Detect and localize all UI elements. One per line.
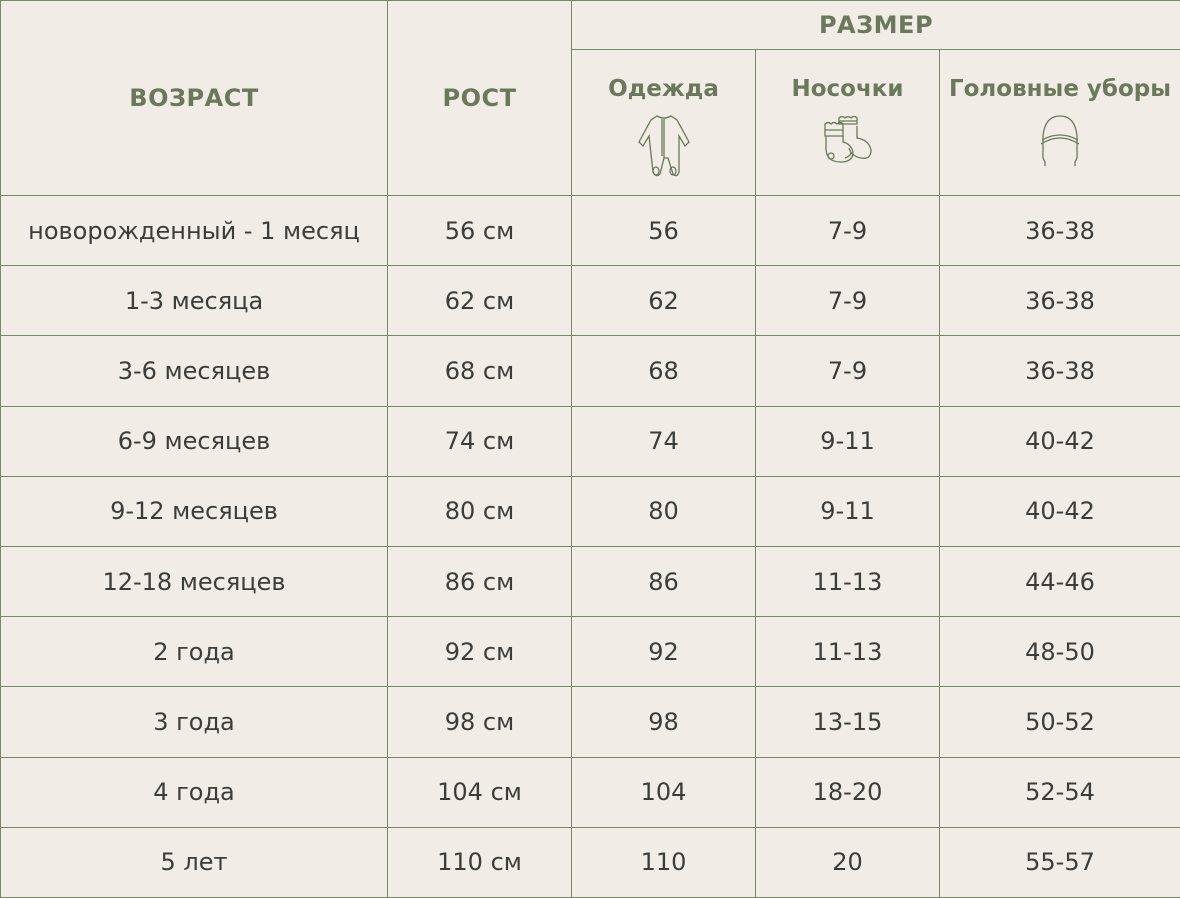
cell-age: 6-9 месяцев (0, 405, 388, 477)
cell-height: 104 см (387, 756, 572, 828)
cell-age: 12-18 месяцев (0, 545, 388, 618)
cell-age: 3-6 месяцев (0, 335, 388, 407)
cell-hat-size: 36-38 (938, 194, 1180, 267)
cell-socks-size: 11-13 (755, 545, 940, 618)
cell-height: 92 см (387, 616, 572, 688)
cell-height: 98 см (387, 686, 572, 758)
header-size: РАЗМЕР (570, 0, 1180, 50)
cell-hat-size: 55-57 (938, 826, 1180, 898)
header-clothing: Одежда (571, 49, 756, 196)
header-clothing-label: Одежда (608, 76, 719, 102)
header-height: РОСТ (387, 0, 572, 196)
table-row: 3 года 98 см 98 13-15 50-52 (0, 686, 1180, 758)
cell-socks-size: 11-13 (755, 616, 940, 688)
cell-height: 56 см (387, 194, 572, 267)
cell-hat-size: 36-38 (938, 335, 1180, 407)
cell-socks-size: 20 (755, 826, 940, 898)
table-row: 2 года 92 см 92 11-13 48-50 (0, 616, 1180, 688)
baby-hat-icon (1040, 115, 1080, 166)
cell-age: новорожденный - 1 месяц (0, 194, 388, 267)
cell-height: 62 см (387, 265, 572, 337)
table-row: 5 лет 110 см 110 20 55-57 (0, 826, 1180, 898)
cell-height: 68 см (387, 335, 572, 407)
table-row: 3-6 месяцев 68 см 68 7-9 36-38 (0, 335, 1180, 407)
cell-hat-size: 40-42 (938, 405, 1180, 477)
cell-age: 9-12 месяцев (0, 475, 388, 547)
table-row: 4 года 104 см 104 18-20 52-54 (0, 756, 1180, 828)
cell-age: 1-3 месяца (0, 265, 388, 337)
baby-romper-icon (637, 115, 690, 177)
cell-socks-size: 7-9 (755, 335, 940, 407)
cell-height: 74 см (387, 405, 572, 477)
baby-socks-icon (823, 115, 872, 163)
cell-age: 5 лет (0, 826, 388, 898)
cell-clothing-size: 56 (571, 194, 756, 267)
cell-socks-size: 7-9 (755, 194, 940, 267)
cell-clothing-size: 98 (571, 686, 756, 758)
table-row: 12-18 месяцев 86 см 86 11-13 44-46 (0, 545, 1180, 618)
cell-hat-size: 40-42 (938, 475, 1180, 547)
cell-hat-size: 52-54 (938, 756, 1180, 828)
table-row: 1-3 месяца 62 см 62 7-9 36-38 (0, 265, 1180, 337)
cell-clothing-size: 92 (571, 616, 756, 688)
table-row: 9-12 месяцев 80 см 80 9-11 40-42 (0, 475, 1180, 547)
cell-clothing-size: 104 (571, 756, 756, 828)
table-row: новорожденный - 1 месяц 56 см 56 7-9 36-… (0, 194, 1180, 267)
cell-hat-size: 44-46 (938, 545, 1180, 618)
cell-clothing-size: 68 (571, 335, 756, 407)
cell-clothing-size: 80 (571, 475, 756, 547)
cell-socks-size: 9-11 (755, 475, 940, 547)
header-socks-label: Носочки (791, 76, 904, 102)
cell-clothing-size: 86 (571, 545, 756, 618)
cell-socks-size: 18-20 (755, 756, 940, 828)
cell-socks-size: 13-15 (755, 686, 940, 758)
cell-height: 86 см (387, 545, 572, 618)
cell-clothing-size: 74 (571, 405, 756, 477)
header-socks: Носочки (755, 49, 940, 196)
cell-socks-size: 9-11 (755, 405, 940, 477)
cell-hat-size: 48-50 (938, 616, 1180, 688)
header-hats: Головные уборы (938, 49, 1180, 196)
cell-height: 110 см (387, 826, 572, 898)
header-age: ВОЗРАСТ (0, 0, 388, 196)
cell-clothing-size: 62 (571, 265, 756, 337)
cell-hat-size: 36-38 (938, 265, 1180, 337)
cell-height: 80 см (387, 475, 572, 547)
header-hats-label: Головные уборы (948, 76, 1172, 102)
cell-age: 3 года (0, 686, 388, 758)
cell-age: 4 года (0, 756, 388, 828)
cell-socks-size: 7-9 (755, 265, 940, 337)
cell-clothing-size: 110 (571, 826, 756, 898)
table-row: 6-9 месяцев 74 см 74 9-11 40-42 (0, 405, 1180, 477)
cell-hat-size: 50-52 (938, 686, 1180, 758)
cell-age: 2 года (0, 616, 388, 688)
